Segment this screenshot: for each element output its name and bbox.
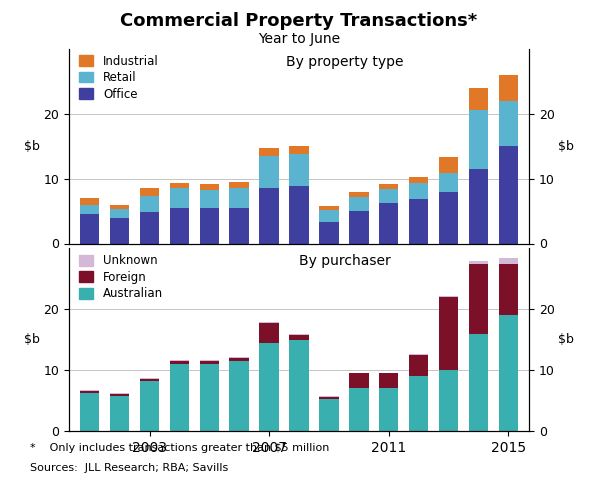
Bar bbox=[80, 390, 99, 391]
Bar bbox=[110, 394, 129, 395]
Bar bbox=[110, 209, 129, 218]
Bar bbox=[230, 208, 249, 244]
Bar bbox=[260, 188, 279, 244]
Bar bbox=[499, 316, 518, 431]
Bar bbox=[469, 88, 488, 111]
Y-axis label: $b: $b bbox=[24, 140, 40, 152]
Bar bbox=[379, 189, 398, 203]
Bar bbox=[409, 376, 428, 431]
Bar bbox=[319, 206, 338, 210]
Y-axis label: $b: $b bbox=[558, 333, 574, 346]
Bar bbox=[80, 205, 99, 214]
Bar bbox=[110, 395, 129, 431]
Bar bbox=[439, 297, 458, 370]
Bar bbox=[170, 361, 189, 364]
Bar bbox=[289, 335, 309, 340]
Bar bbox=[200, 361, 219, 364]
Bar bbox=[289, 340, 309, 431]
Bar bbox=[170, 183, 189, 188]
Bar bbox=[469, 169, 488, 244]
Bar bbox=[170, 360, 189, 361]
Bar bbox=[140, 379, 159, 381]
Bar bbox=[499, 101, 518, 146]
Bar bbox=[140, 378, 159, 379]
Text: Sources:  JLL Research; RBA; Savills: Sources: JLL Research; RBA; Savills bbox=[30, 463, 228, 473]
Bar bbox=[469, 334, 488, 431]
Bar bbox=[110, 218, 129, 244]
Bar bbox=[319, 222, 338, 244]
Bar bbox=[200, 208, 219, 244]
Bar bbox=[230, 188, 249, 208]
Bar bbox=[289, 146, 309, 154]
Bar bbox=[289, 187, 309, 244]
Bar bbox=[409, 183, 428, 199]
Bar bbox=[499, 258, 518, 263]
Bar bbox=[409, 355, 428, 376]
Bar bbox=[260, 148, 279, 156]
Bar bbox=[140, 212, 159, 244]
Text: By property type: By property type bbox=[286, 55, 404, 69]
Bar bbox=[349, 389, 368, 431]
Y-axis label: $b: $b bbox=[24, 333, 40, 346]
Bar bbox=[379, 185, 398, 189]
Bar bbox=[439, 157, 458, 173]
Bar bbox=[469, 263, 488, 334]
Bar bbox=[469, 111, 488, 169]
Bar bbox=[230, 361, 249, 431]
Bar bbox=[499, 75, 518, 101]
Y-axis label: $b: $b bbox=[558, 140, 574, 152]
Bar bbox=[289, 334, 309, 335]
Bar bbox=[319, 399, 338, 431]
Bar bbox=[200, 185, 219, 189]
Bar bbox=[170, 188, 189, 208]
Bar bbox=[260, 322, 279, 323]
Bar bbox=[230, 358, 249, 361]
Bar bbox=[260, 323, 279, 343]
Bar bbox=[80, 393, 99, 431]
Bar bbox=[439, 370, 458, 431]
Bar bbox=[349, 211, 368, 244]
Bar bbox=[499, 146, 518, 244]
Text: Year to June: Year to June bbox=[258, 32, 340, 46]
Bar bbox=[319, 397, 338, 399]
Bar bbox=[499, 263, 518, 316]
Bar bbox=[349, 191, 368, 197]
Bar bbox=[230, 357, 249, 358]
Bar bbox=[409, 177, 428, 183]
Bar bbox=[110, 205, 129, 209]
Bar bbox=[170, 208, 189, 244]
Bar bbox=[140, 381, 159, 431]
Bar bbox=[349, 373, 368, 389]
Legend: Industrial, Retail, Office: Industrial, Retail, Office bbox=[80, 55, 158, 101]
Text: *    Only includes transactions greater than $5 million: * Only includes transactions greater tha… bbox=[30, 443, 329, 453]
Bar bbox=[439, 191, 458, 244]
Bar bbox=[200, 189, 219, 208]
Bar bbox=[110, 393, 129, 394]
Bar bbox=[170, 364, 189, 431]
Bar bbox=[319, 396, 338, 397]
Bar bbox=[469, 261, 488, 263]
Bar bbox=[140, 196, 159, 212]
Bar bbox=[439, 173, 458, 191]
Bar bbox=[200, 364, 219, 431]
Text: Commercial Property Transactions*: Commercial Property Transactions* bbox=[120, 12, 478, 30]
Bar bbox=[319, 210, 338, 222]
Bar bbox=[260, 343, 279, 431]
Bar bbox=[200, 360, 219, 361]
Bar bbox=[80, 198, 99, 205]
Bar bbox=[80, 214, 99, 244]
Bar bbox=[230, 182, 249, 188]
Bar bbox=[409, 199, 428, 244]
Bar bbox=[379, 373, 398, 389]
Text: By purchaser: By purchaser bbox=[299, 254, 391, 268]
Bar bbox=[140, 188, 159, 196]
Bar bbox=[349, 197, 368, 211]
Bar bbox=[80, 391, 99, 393]
Bar bbox=[289, 154, 309, 187]
Legend: Unknown, Foreign, Australian: Unknown, Foreign, Australian bbox=[80, 254, 163, 300]
Bar bbox=[260, 156, 279, 188]
Bar bbox=[379, 203, 398, 244]
Bar bbox=[379, 389, 398, 431]
